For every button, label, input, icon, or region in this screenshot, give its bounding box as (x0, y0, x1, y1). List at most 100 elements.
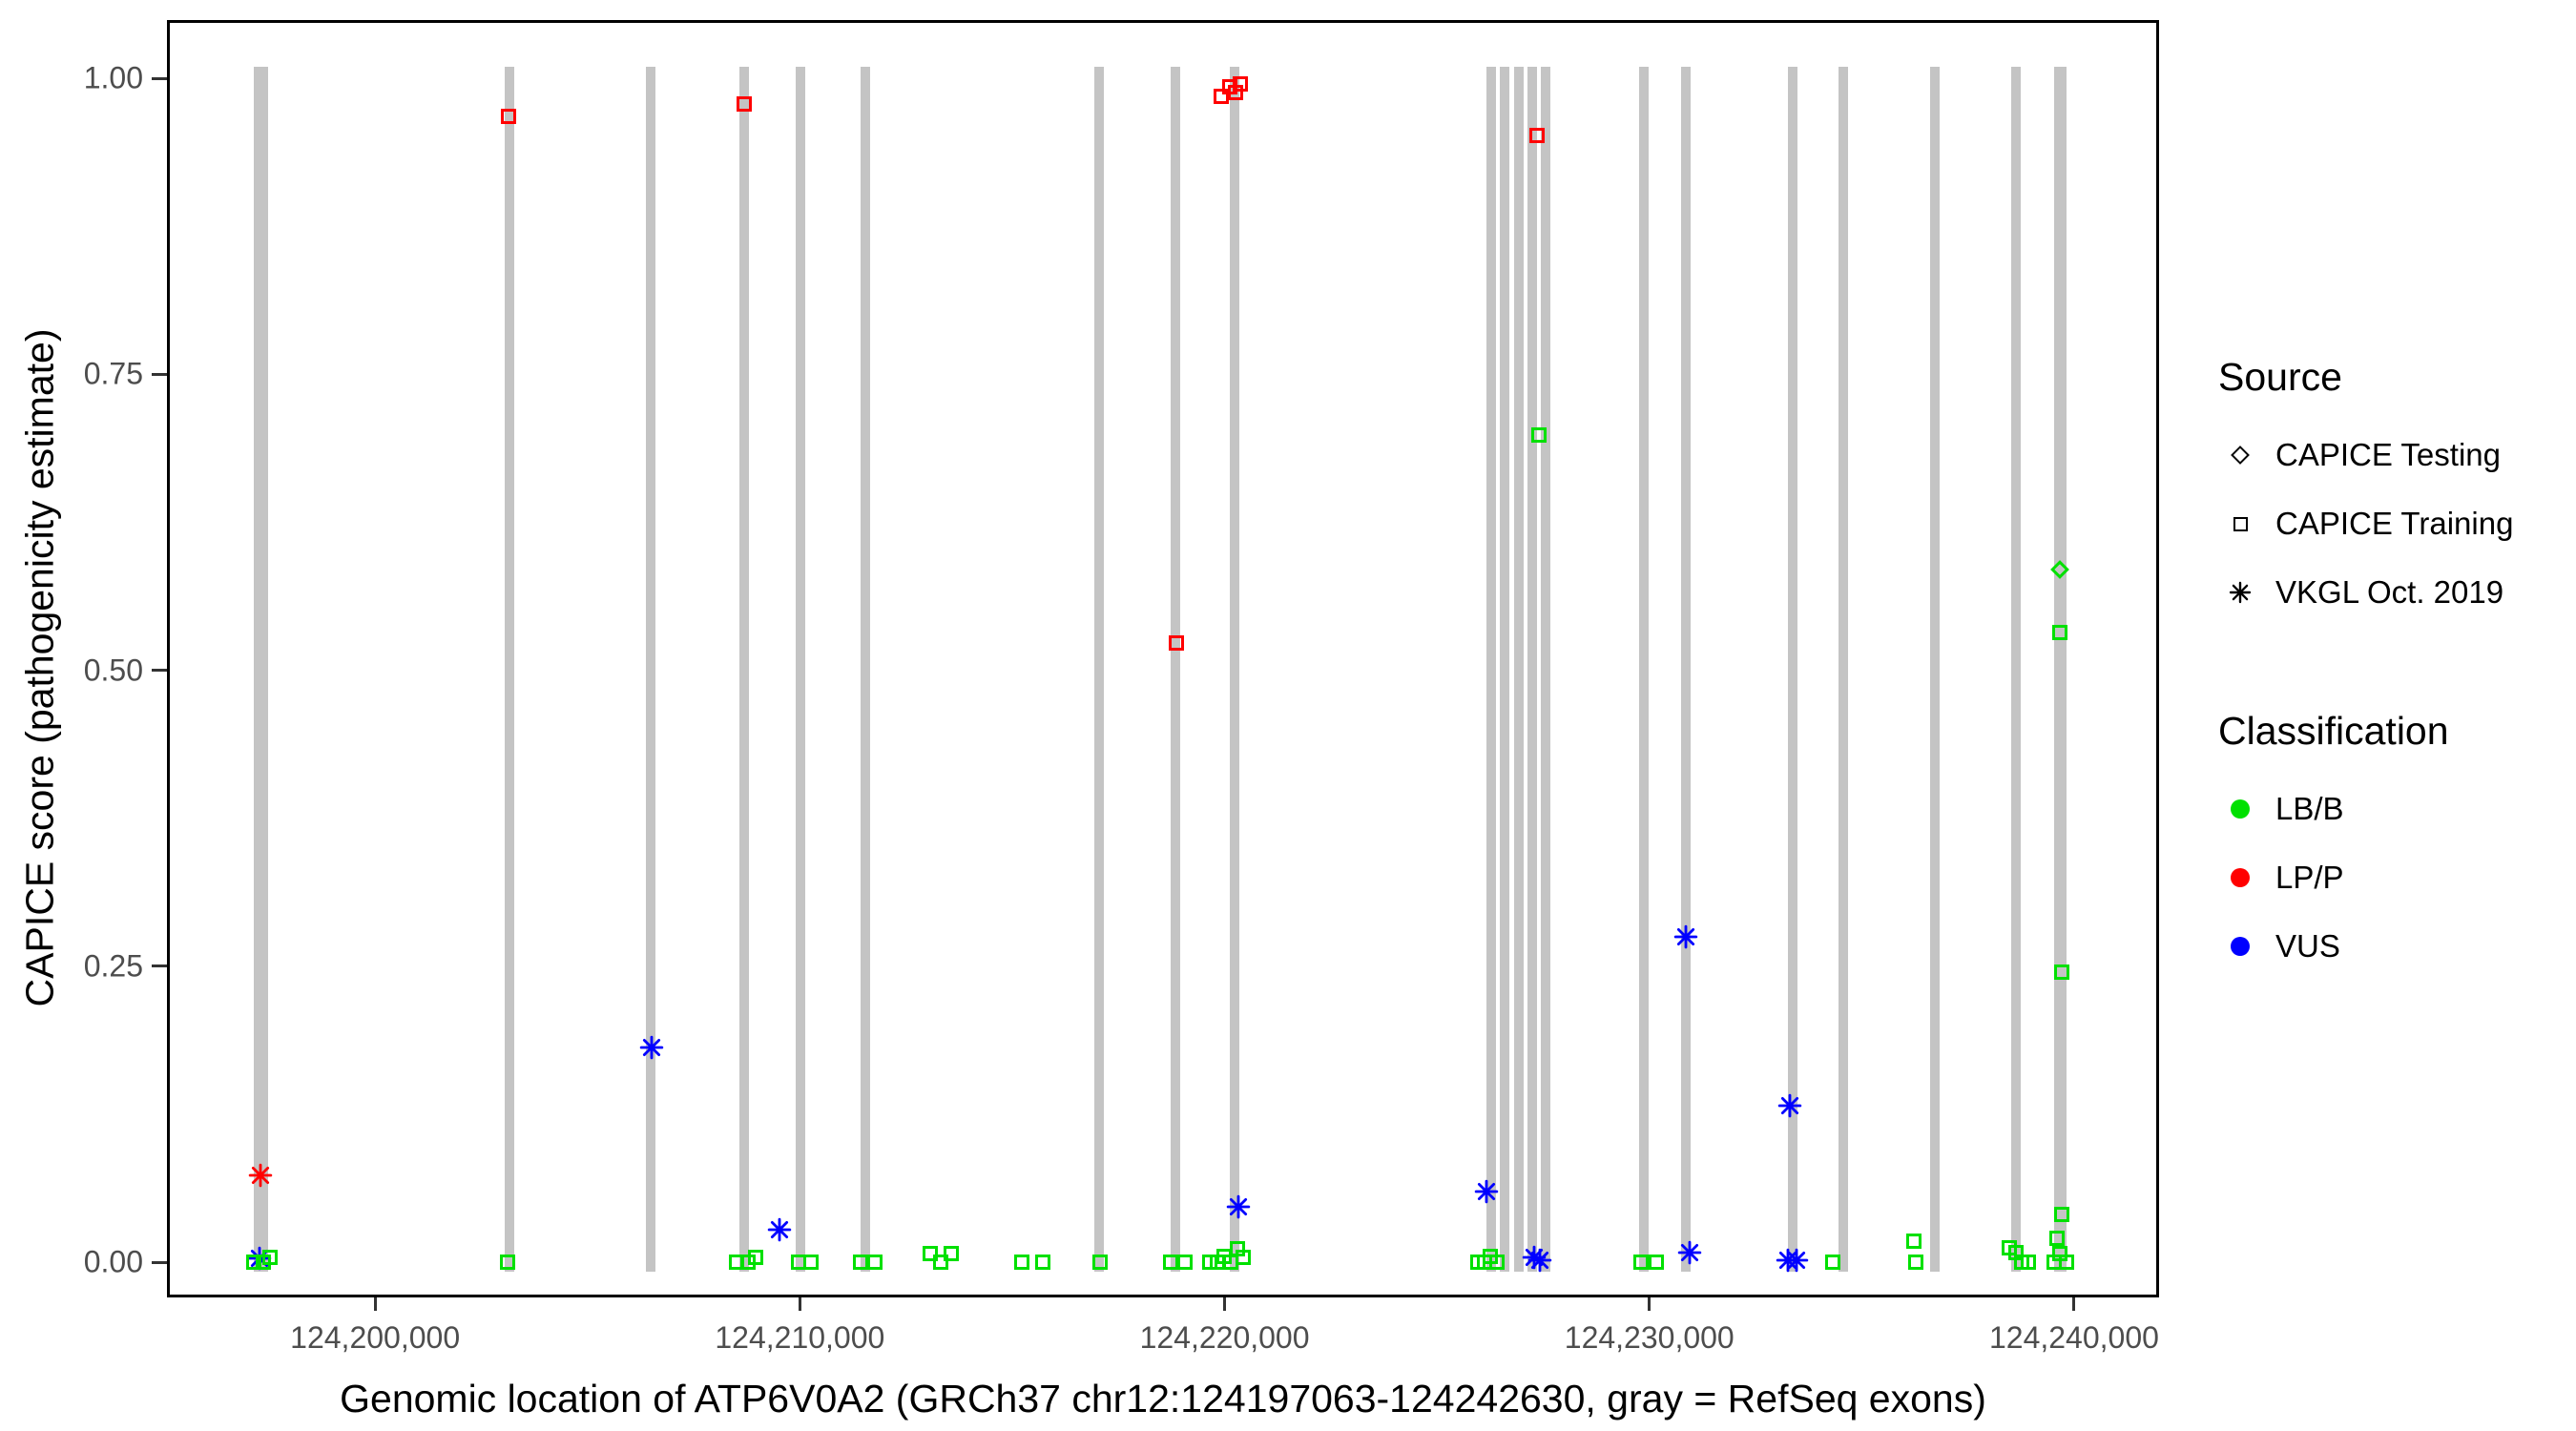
color-dot-icon (2218, 924, 2262, 968)
data-point-square (2053, 964, 2069, 980)
legend-source-title: Source (2218, 355, 2342, 399)
color-dot-icon (2218, 856, 2262, 900)
data-point-square (1228, 84, 1244, 100)
y-axis-tick-label: 0.50 (83, 653, 143, 687)
refseq-exon-bar (1229, 67, 1239, 1272)
data-point-asterisk (767, 1217, 792, 1242)
refseq-exon-bar (1541, 67, 1551, 1272)
plot-panel (167, 20, 2159, 1297)
legend-item-lb-b: LB/B (2218, 775, 2513, 843)
refseq-exon-bar (1929, 67, 1940, 1272)
legend-classification: Classification LB/B LP/P VUS (2218, 709, 2513, 981)
data-point-square (2020, 1255, 2036, 1270)
legend-source-items: CAPICE Testing CAPICE Training VKGL Oct. 2… (2218, 421, 2513, 627)
data-point-asterisk (639, 1035, 664, 1060)
legend: Source CAPICE Testing CAPICE Training VKGL… (2218, 355, 2513, 1063)
data-point-square (740, 1255, 757, 1270)
data-point-square (2053, 1207, 2069, 1223)
y-axis-tick (152, 669, 167, 672)
legend-item-label: VKGL Oct. 2019 (2275, 574, 2504, 610)
data-point-asterisk (1474, 1179, 1499, 1204)
y-axis-tick (152, 372, 167, 376)
data-point-square (1091, 1255, 1108, 1270)
refseq-exon-bar (860, 67, 870, 1272)
data-point-asterisk (1226, 1194, 1251, 1219)
x-axis-tick (2072, 1297, 2076, 1311)
legend-item-label: CAPICE Training (2275, 506, 2514, 541)
refseq-exon-bar (1499, 67, 1509, 1272)
refseq-exon-bar (1680, 67, 1691, 1272)
legend-item-capice-training: CAPICE Training (2218, 489, 2513, 558)
y-axis-tick-label: 0.75 (83, 356, 143, 391)
data-point-square (1236, 1250, 1252, 1266)
data-point-square (1825, 1255, 1841, 1270)
data-point-asterisk (1673, 924, 1698, 949)
refseq-exon-bar (1838, 67, 1848, 1272)
legend-item-label: VUS (2275, 928, 2340, 964)
legend-item-vkgl-oct-2019: VKGL Oct. 2019 (2218, 558, 2513, 627)
square-icon (2218, 502, 2262, 546)
x-axis-tick (373, 1297, 377, 1311)
data-point-square (1529, 127, 1546, 143)
y-axis-tick (152, 1260, 167, 1264)
asterisk-icon (2218, 570, 2262, 614)
data-point-square (2051, 624, 2067, 640)
data-point-square (922, 1246, 938, 1262)
legend-item-label: CAPICE Testing (2275, 437, 2501, 472)
data-point-square (852, 1255, 868, 1270)
data-point-square (1907, 1255, 1923, 1270)
legend-item-lp-p: LP/P (2218, 843, 2513, 912)
data-point-square (500, 1255, 516, 1270)
y-axis-tick-label: 0.00 (83, 1244, 143, 1279)
data-point-square (1633, 1255, 1650, 1270)
data-point-square (1905, 1233, 1922, 1249)
data-point-square (737, 96, 753, 113)
refseq-exon-bar (646, 67, 656, 1272)
refseq-exon-bar (2011, 67, 2022, 1272)
data-point-square (802, 1255, 819, 1270)
data-point-square (2049, 1231, 2066, 1247)
refseq-exon-bar (1171, 67, 1181, 1272)
refseq-exon-bar (795, 67, 805, 1272)
legend-classification-items: LB/B LP/P VUS (2218, 775, 2513, 981)
data-point-square (246, 1255, 262, 1270)
data-point-square (1531, 426, 1547, 443)
data-point-square (748, 1250, 764, 1266)
data-point-square (261, 1250, 278, 1266)
refseq-exon-bar (1527, 67, 1538, 1272)
data-point-square (1176, 1255, 1193, 1270)
x-axis-tick-label: 124,240,000 (1988, 1320, 2159, 1355)
refseq-exon-bar (254, 67, 268, 1272)
data-point-square (1214, 88, 1230, 104)
refseq-exon-bar (2054, 67, 2067, 1272)
refseq-exon-bar (1485, 67, 1497, 1272)
data-point-asterisk (1527, 1248, 1552, 1273)
x-axis-title: Genomic location of ATP6V0A2 (GRCh37 chr… (340, 1377, 1986, 1421)
data-point-square (943, 1246, 959, 1262)
legend-item-label: LP/P (2275, 860, 2344, 895)
data-point-asterisk (1677, 1240, 1702, 1265)
data-point-square (501, 108, 517, 124)
data-point-asterisk (248, 1163, 273, 1188)
data-point-square (1232, 76, 1248, 93)
x-axis-tick-label: 124,220,000 (1139, 1320, 1310, 1355)
data-point-square (1168, 634, 1184, 651)
y-axis-tick (152, 76, 167, 80)
data-point-asterisk (1784, 1248, 1809, 1273)
data-point-square (932, 1255, 948, 1270)
data-point-square (1013, 1255, 1029, 1270)
data-point-square (866, 1255, 883, 1270)
refseq-exon-bar (738, 67, 749, 1272)
x-axis-tick-label: 124,230,000 (1564, 1320, 1735, 1355)
data-point-square (1488, 1255, 1505, 1270)
data-point-square (1035, 1255, 1050, 1270)
legend-item-capice-testing: CAPICE Testing (2218, 421, 2513, 489)
x-axis-tick (1648, 1297, 1652, 1311)
x-axis-tick (798, 1297, 801, 1311)
data-point-asterisk (1777, 1093, 1802, 1118)
y-axis-tick (152, 964, 167, 968)
x-axis-tick-label: 124,200,000 (290, 1320, 461, 1355)
legend-classification-title: Classification (2218, 709, 2449, 753)
refseq-exon-bar (1638, 67, 1649, 1272)
data-point-square (2058, 1255, 2074, 1270)
